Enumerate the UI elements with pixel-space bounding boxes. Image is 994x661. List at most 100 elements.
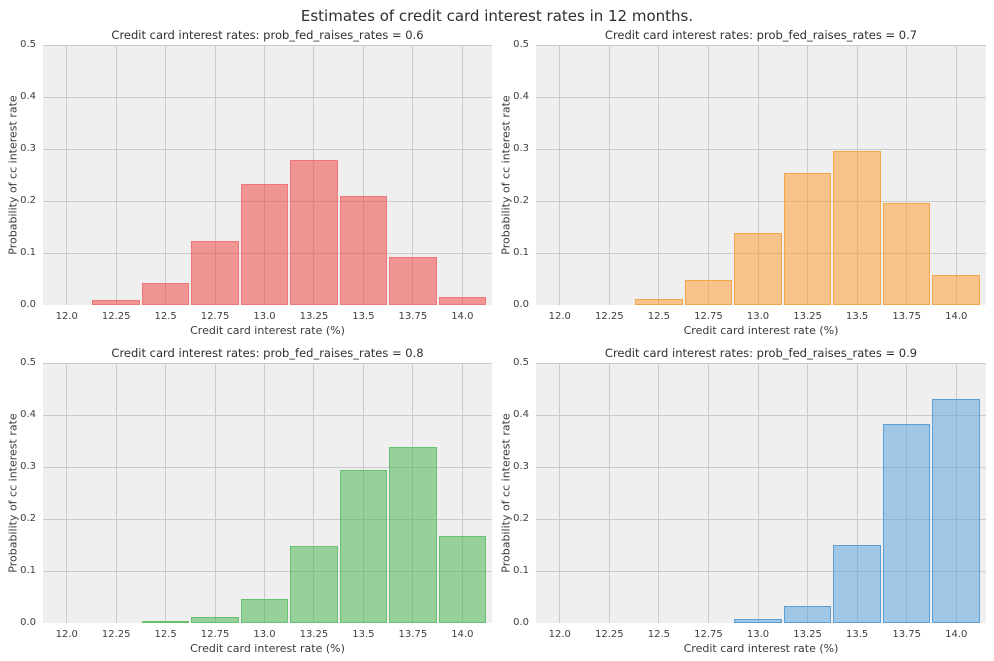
subplot-prob-0.9: Credit card interest rates: prob_fed_rai… xyxy=(500,346,986,655)
gridline-vertical xyxy=(362,45,364,305)
x-tick-label: 13.75 xyxy=(892,311,922,322)
histogram-bar xyxy=(240,184,289,305)
y-tick-label: 0.0 xyxy=(20,617,36,628)
histogram-bar xyxy=(882,202,931,305)
x-tick-label: 12.0 xyxy=(548,629,571,640)
x-tick-label: 13.25 xyxy=(299,629,329,640)
x-axis-label: Credit card interest rate (%) xyxy=(683,642,839,655)
gridline-horizontal xyxy=(43,570,492,572)
x-tick-label: 12.5 xyxy=(647,311,671,322)
subplot-title: Credit card interest rates: prob_fed_rai… xyxy=(111,346,424,360)
x-tick-label: 13.75 xyxy=(892,629,922,640)
x-tick-label: 12.0 xyxy=(55,311,78,322)
subplot-title: Credit card interest rates: prob_fed_rai… xyxy=(111,28,424,42)
x-tick-label: 12.75 xyxy=(200,629,230,640)
subplot-title: Credit card interest rates: prob_fed_rai… xyxy=(604,28,918,42)
histogram-bar xyxy=(92,299,140,305)
histogram-bar xyxy=(290,546,338,623)
x-tick-label: 12.0 xyxy=(55,629,78,640)
y-tick-label: 0.5 xyxy=(20,357,36,368)
x-tick-label: 12.25 xyxy=(101,629,131,640)
gridline-vertical xyxy=(313,363,315,623)
histogram-bar xyxy=(932,274,981,305)
histogram-bar xyxy=(684,280,733,305)
histogram-bar xyxy=(290,160,338,305)
gridline-horizontal xyxy=(43,414,492,416)
y-tick-label: 0.1 xyxy=(20,565,36,576)
x-tick-label: 12.25 xyxy=(595,311,624,322)
x-tick-label: 12.75 xyxy=(694,629,723,640)
plot-area xyxy=(536,363,986,623)
x-tick-label: 13.25 xyxy=(793,629,822,640)
gridline-horizontal xyxy=(536,200,986,202)
gridline-vertical xyxy=(115,363,117,623)
histogram-bar xyxy=(339,196,388,305)
histogram-bar xyxy=(783,605,832,623)
histogram-bar xyxy=(734,233,782,305)
y-tick-label: 0.2 xyxy=(513,195,529,206)
gridline-vertical xyxy=(461,45,463,305)
gridline-vertical xyxy=(214,45,216,305)
gridline-vertical xyxy=(559,363,561,623)
gridline-vertical xyxy=(461,363,463,623)
histogram-bar xyxy=(833,150,881,305)
histogram-bar xyxy=(240,598,289,623)
y-axis-label: Probability of cc interest rate xyxy=(6,413,20,573)
histogram-bar xyxy=(389,257,437,305)
y-axis-label: Probability of cc interest rate xyxy=(499,95,513,255)
histogram-bar xyxy=(389,447,437,623)
y-tick-label: 0.4 xyxy=(20,91,36,102)
y-tick-label: 0.3 xyxy=(20,461,36,472)
y-tick-label: 0.2 xyxy=(20,195,36,206)
x-tick-label: 12.75 xyxy=(200,311,230,322)
subplot-title: Credit card interest rates: prob_fed_rai… xyxy=(604,346,918,360)
x-tick-label: 12.75 xyxy=(694,311,723,322)
x-tick-label: 14.0 xyxy=(945,311,968,322)
x-tick-label: 13.5 xyxy=(846,629,869,640)
histogram-bar xyxy=(141,282,190,305)
histogram-bar xyxy=(833,545,881,623)
x-axis-label: Credit card interest rate (%) xyxy=(683,324,839,337)
gridline-vertical xyxy=(214,363,216,623)
y-tick-label: 0.0 xyxy=(513,617,529,628)
x-tick-label: 13.25 xyxy=(299,311,329,322)
gridline-vertical xyxy=(856,363,858,623)
x-tick-label: 13.75 xyxy=(398,311,428,322)
gridline-vertical xyxy=(66,45,68,305)
histogram-bar xyxy=(339,469,388,623)
x-tick-label: 13.0 xyxy=(746,311,770,322)
figure-title: Estimates of credit card interest rates … xyxy=(300,7,694,25)
x-tick-label: 14.0 xyxy=(451,629,474,640)
y-tick-label: 0.1 xyxy=(20,247,36,258)
histogram-bar xyxy=(932,399,981,623)
histogram-bar xyxy=(635,299,683,305)
gridline-vertical xyxy=(707,363,709,623)
gridline-horizontal xyxy=(536,363,986,364)
y-tick-label: 0.5 xyxy=(513,39,529,50)
x-tick-label: 12.5 xyxy=(154,311,177,322)
x-tick-label: 12.5 xyxy=(647,629,671,640)
histogram-bar xyxy=(783,172,832,305)
x-tick-label: 13.75 xyxy=(398,629,428,640)
x-tick-label: 13.0 xyxy=(253,629,276,640)
x-tick-label: 14.0 xyxy=(451,311,474,322)
y-tick-label: 0.2 xyxy=(513,513,529,524)
gridline-horizontal xyxy=(43,96,492,98)
gridline-horizontal xyxy=(536,414,986,416)
y-tick-label: 0.2 xyxy=(20,513,36,524)
y-tick-label: 0.0 xyxy=(20,299,36,310)
x-tick-label: 12.5 xyxy=(154,629,177,640)
gridline-horizontal xyxy=(536,466,986,468)
y-tick-label: 0.3 xyxy=(513,461,529,472)
subplot-prob-0.8: Credit card interest rates: prob_fed_rai… xyxy=(7,346,492,655)
y-tick-label: 0.3 xyxy=(20,143,36,154)
gridline-vertical xyxy=(658,45,660,305)
gridline-vertical xyxy=(264,363,266,623)
plot-area xyxy=(43,363,492,623)
y-axis-label: Probability of cc interest rate xyxy=(499,413,513,573)
gridline-horizontal xyxy=(43,148,492,150)
gridline-vertical xyxy=(165,363,167,623)
gridline-vertical xyxy=(807,363,809,623)
gridline-horizontal xyxy=(536,96,986,98)
y-tick-label: 0.1 xyxy=(513,247,529,258)
